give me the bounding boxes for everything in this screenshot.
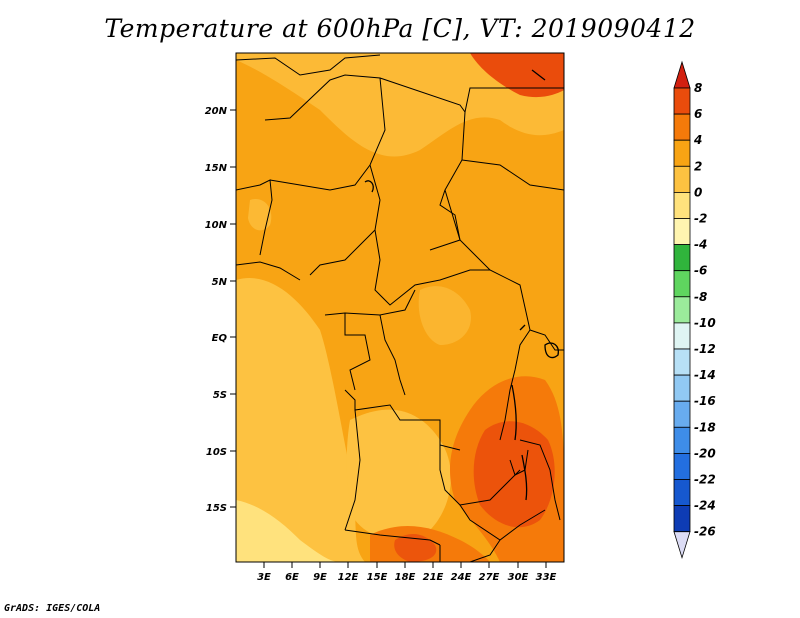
border-sudan xyxy=(461,159,564,191)
border-drc-west xyxy=(379,314,406,396)
colorbar-box xyxy=(673,139,691,167)
field-warm-northeast xyxy=(470,53,564,98)
colorbar-label: 4 xyxy=(693,133,702,147)
plot-title: Temperature at 600hPa [C], VT: 201909041… xyxy=(104,14,696,43)
lat-label-5s: 5S xyxy=(213,390,227,401)
field-hot-south xyxy=(394,533,437,562)
lat-label-10s: 10S xyxy=(206,447,227,458)
colorbar-box xyxy=(673,87,691,115)
border-angola-west xyxy=(344,409,361,531)
border-nigeria-cameroon xyxy=(309,164,381,276)
colorbar-box xyxy=(673,191,691,219)
border-sahara-north xyxy=(236,54,381,76)
colorbar-label: -14 xyxy=(694,368,716,382)
colorbar-box xyxy=(673,165,691,193)
field-cool-atlantic xyxy=(236,278,365,562)
lon-label-24e: 24E xyxy=(451,572,472,583)
lat-label-15s: 15S xyxy=(206,503,227,514)
border-lakes-west xyxy=(499,329,531,441)
colorbar-label: -6 xyxy=(694,264,707,278)
border-angola-north xyxy=(344,389,461,451)
colorbar-box xyxy=(673,452,691,480)
colorbar-label: -24 xyxy=(694,499,716,513)
colorbar-box xyxy=(673,113,691,141)
field-warmest-east xyxy=(473,421,555,528)
lon-label-33e: 33E xyxy=(536,572,557,583)
lon-label-15e: 15E xyxy=(367,572,388,583)
lake-chad xyxy=(364,180,374,193)
grads-credit: GrADS: IGES/COLA xyxy=(4,603,101,614)
border-congo xyxy=(344,313,371,391)
colorbar-box xyxy=(673,400,691,428)
lake-malawi xyxy=(521,454,528,501)
colorbar-label: -8 xyxy=(694,290,707,304)
lake-tanganyika xyxy=(511,384,517,441)
lon-label-27e: 27E xyxy=(479,572,500,583)
colorbar-box xyxy=(673,426,691,454)
lon-label-12e: 12E xyxy=(338,572,359,583)
lat-label-15n: 15N xyxy=(205,163,228,174)
colorbar: 8 6 4 2 0 -2 -4 -6 -8 -10 -12 -14 -16 -18 -20 -22 -24 -26 xyxy=(673,60,716,560)
colorbar-box xyxy=(673,479,691,507)
lon-axis: 3E 6E 9E 12E 15E 18E 21E 24E 27E 30E 33E xyxy=(257,562,557,583)
lake-albert xyxy=(519,324,526,331)
lat-label-20n: 20N xyxy=(205,106,228,117)
lon-label-6e: 6E xyxy=(285,572,299,583)
lake-victoria xyxy=(544,342,559,359)
colorbar-min-triangle xyxy=(673,531,691,560)
field-mild-west xyxy=(248,199,272,231)
colorbar-label: -16 xyxy=(694,394,716,408)
border-niger xyxy=(264,74,386,191)
lat-label-5n: 5N xyxy=(212,277,228,288)
colorbar-label: 6 xyxy=(694,107,702,121)
lat-label-10n: 10N xyxy=(205,220,228,231)
colorbar-box xyxy=(673,348,691,376)
border-west xyxy=(236,179,273,256)
lat-axis: 20N 15N 10N 5N EQ 5S 10S 15S xyxy=(205,106,236,514)
border-libya-sudan xyxy=(464,87,564,113)
lon-label-9e: 9E xyxy=(313,572,327,583)
field-coolest-southwest xyxy=(236,500,340,562)
colorbar-label: 2 xyxy=(694,159,702,173)
lon-label-30e: 30E xyxy=(508,572,529,583)
field-cool-central-south xyxy=(346,409,451,539)
colorbar-label: -20 xyxy=(694,446,716,460)
lon-label-18e: 18E xyxy=(395,572,416,583)
lakes xyxy=(364,69,559,501)
colorbar-label: -10 xyxy=(694,316,716,330)
colorbar-box xyxy=(673,322,691,350)
colorbar-label: -18 xyxy=(694,420,716,434)
colorbar-box xyxy=(673,218,691,246)
border-botswana xyxy=(469,539,501,562)
colorbar-box xyxy=(673,270,691,298)
colorbar-box xyxy=(673,505,691,533)
map-frame xyxy=(235,52,565,563)
colorbar-label: 0 xyxy=(694,185,702,199)
lon-label-3e: 3E xyxy=(257,572,271,583)
border-malawi xyxy=(509,449,529,476)
lat-label-eq: EQ xyxy=(212,333,228,344)
colorbar-label: -12 xyxy=(694,342,716,356)
colorbar-box xyxy=(673,244,691,272)
field-mild-congo xyxy=(418,286,471,345)
lake-nasser xyxy=(531,69,546,81)
colorbar-max-triangle xyxy=(673,60,691,89)
colorbar-label: -26 xyxy=(694,525,716,539)
colorbar-label: -4 xyxy=(694,238,707,252)
country-borders xyxy=(236,54,564,562)
temperature-field xyxy=(236,53,564,562)
field-cool-north xyxy=(236,53,564,157)
colorbar-box xyxy=(673,374,691,402)
border-gulf-guinea xyxy=(236,261,301,281)
border-mozambique xyxy=(519,439,561,521)
colorbar-box xyxy=(673,296,691,324)
colorbar-label: -22 xyxy=(694,473,716,487)
colorbar-label: 8 xyxy=(694,81,702,95)
lon-label-21e: 21E xyxy=(423,572,444,583)
border-namibia xyxy=(344,529,441,546)
colorbar-label: -2 xyxy=(694,212,707,226)
border-car xyxy=(374,229,490,306)
